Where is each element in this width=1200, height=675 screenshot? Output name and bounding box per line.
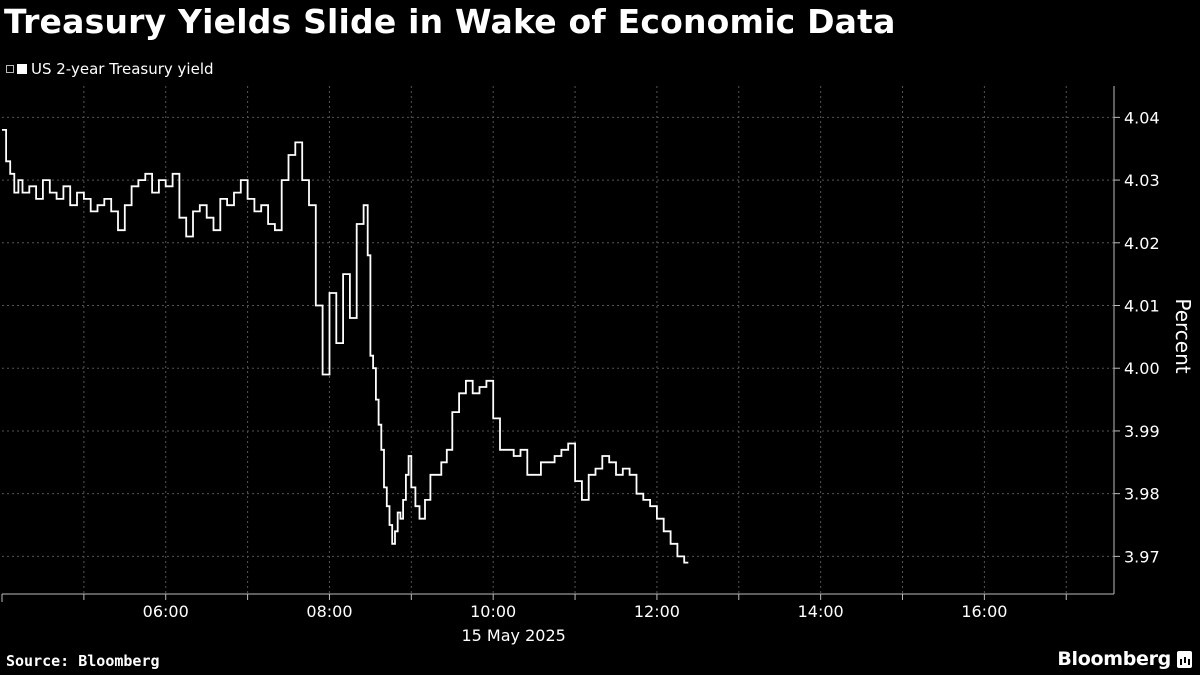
y-tick-label: 4.02 xyxy=(1124,234,1160,253)
bloomberg-logo: Bloomberg xyxy=(1057,648,1192,670)
x-tick-label: 10:00 xyxy=(470,602,516,621)
x-tick-label: 16:00 xyxy=(961,602,1007,621)
x-tick-label: 08:00 xyxy=(306,602,352,621)
legend-swatch xyxy=(17,64,27,74)
y-tick-label: 4.03 xyxy=(1124,171,1160,190)
y-tick-label: 3.98 xyxy=(1124,485,1160,504)
x-tick-label: 14:00 xyxy=(798,602,844,621)
y-axis-title: Percent xyxy=(1171,298,1195,373)
chart-title: Treasury Yields Slide in Wake of Economi… xyxy=(4,2,896,41)
x-tick-label: 06:00 xyxy=(143,602,189,621)
source-note: Source: Bloomberg xyxy=(6,652,160,670)
brand-name: Bloomberg xyxy=(1057,648,1171,670)
x-tick-label: 12:00 xyxy=(634,602,680,621)
y-tick-label: 3.99 xyxy=(1124,422,1160,441)
legend: US 2-year Treasury yield xyxy=(6,60,214,78)
legend-toggle-icon[interactable] xyxy=(6,65,14,73)
series-line-us-2y-yield xyxy=(2,129,689,564)
y-tick-label: 4.00 xyxy=(1124,359,1160,378)
y-tick-label: 4.01 xyxy=(1124,297,1160,316)
legend-label: US 2-year Treasury yield xyxy=(31,60,214,78)
bloomberg-chart-icon xyxy=(1177,650,1192,668)
y-tick-label: 3.97 xyxy=(1124,547,1160,566)
date-label: 15 May 2025 xyxy=(461,626,565,645)
y-tick-label: 4.04 xyxy=(1124,108,1160,127)
